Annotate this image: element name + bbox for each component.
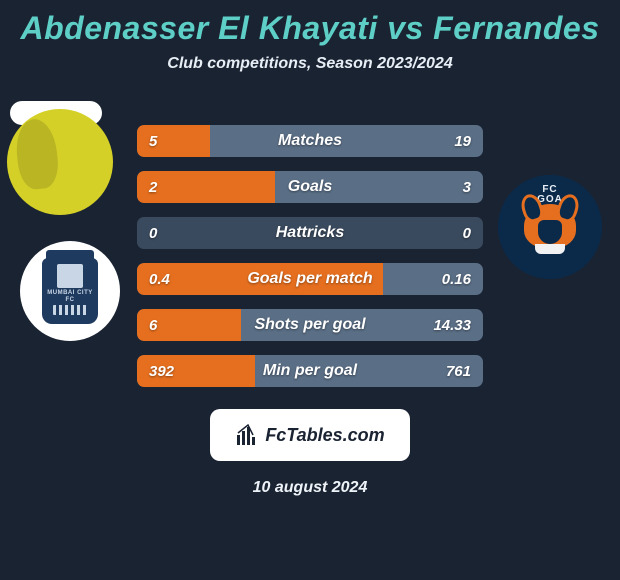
- mumbai-city-crest-icon: MUMBAI CITY FC: [42, 258, 98, 324]
- stat-row: 0Hattricks0: [137, 217, 483, 249]
- stat-right-value: 14.33: [413, 317, 483, 334]
- chart-icon: [235, 423, 259, 447]
- stat-right-value: 0: [413, 225, 483, 242]
- subtitle: Club competitions, Season 2023/2024: [0, 55, 620, 73]
- player-left-avatar: [7, 109, 113, 215]
- watermark-text: FcTables.com: [265, 425, 384, 446]
- stat-label: Shots per goal: [207, 316, 413, 334]
- stat-row: 5Matches19: [137, 125, 483, 157]
- stat-row: 6Shots per goal14.33: [137, 309, 483, 341]
- stat-row: 0.4Goals per match0.16: [137, 263, 483, 295]
- stat-row: 392Min per goal761: [137, 355, 483, 387]
- comparison-card: Abdenasser El Khayati vs Fernandes Club …: [0, 0, 620, 497]
- fc-goa-gaur-icon: [519, 204, 581, 264]
- stat-label: Goals: [207, 178, 413, 196]
- club-left-name: MUMBAI CITY FC: [42, 290, 98, 303]
- stats-list: 5Matches19 2Goals3 0Hattricks0 0.4Goals per…: [137, 125, 483, 387]
- stat-right-value: 0.16: [413, 271, 483, 288]
- stat-left-value: 6: [137, 317, 207, 334]
- stat-left-value: 5: [137, 133, 207, 150]
- club-left-badge: MUMBAI CITY FC: [20, 241, 120, 341]
- stat-right-value: 3: [413, 179, 483, 196]
- watermark: FcTables.com: [210, 409, 410, 461]
- page-title: Abdenasser El Khayati vs Fernandes: [0, 0, 620, 55]
- club-right-badge: FC GOA: [498, 175, 602, 279]
- stat-label: Matches: [207, 132, 413, 150]
- stat-left-value: 0: [137, 225, 207, 242]
- stat-left-value: 0.4: [137, 271, 207, 288]
- stat-label: Hattricks: [207, 224, 413, 242]
- stat-label: Goals per match: [207, 270, 413, 288]
- stat-right-value: 761: [413, 363, 483, 380]
- main-area: MUMBAI CITY FC FC GOA 5Matches19 2Goals3 0…: [0, 101, 620, 497]
- stat-row: 2Goals3: [137, 171, 483, 203]
- stat-left-value: 392: [137, 363, 207, 380]
- date-label: 10 august 2024: [10, 479, 610, 497]
- stat-label: Min per goal: [207, 362, 413, 380]
- stat-left-value: 2: [137, 179, 207, 196]
- stat-right-value: 19: [413, 133, 483, 150]
